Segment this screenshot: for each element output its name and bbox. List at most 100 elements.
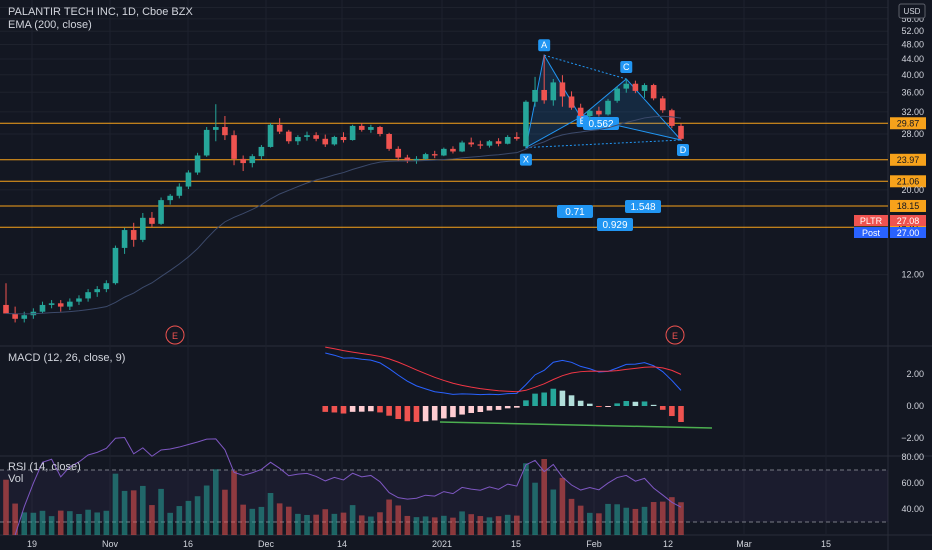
macd-histogram-bar <box>358 406 365 412</box>
earnings-marker-feb[interactable] <box>665 325 685 345</box>
pattern-point-label: A <box>541 40 547 50</box>
time-tick-label: 15 <box>821 539 831 549</box>
macd-histogram-bar <box>514 406 520 408</box>
time-tick-label: Mar <box>736 539 752 549</box>
candle-body <box>395 148 402 158</box>
post-value: 27.00 <box>897 228 920 238</box>
candle-body <box>659 98 666 111</box>
candle-body <box>130 230 137 240</box>
macd-trendline <box>439 421 713 429</box>
candle-body <box>523 101 529 147</box>
volume-bar <box>459 511 465 535</box>
volume-bar <box>358 515 365 535</box>
candle-body <box>358 125 365 130</box>
volume-bar <box>623 507 630 535</box>
volume-bar <box>504 514 511 535</box>
macd-histogram-bar <box>368 406 374 412</box>
candle-body <box>504 136 511 144</box>
candle-body <box>222 127 228 136</box>
candle-body <box>304 135 310 137</box>
macd-line <box>325 352 682 396</box>
earnings-marker-feb-label: E <box>672 331 678 341</box>
macd-histogram-bar <box>586 403 593 406</box>
rsi-pane: 80.00 60.00 40.00 <box>0 436 924 536</box>
candle-body <box>331 136 338 145</box>
pattern-point-badge <box>519 153 532 166</box>
volume-bar <box>468 514 475 535</box>
macd-histogram-bar <box>596 406 602 407</box>
time-tick-label: 16 <box>183 539 193 549</box>
volume-bar <box>267 492 274 535</box>
level-tag <box>890 175 926 188</box>
volume-bar <box>304 514 310 535</box>
pattern-xd <box>525 139 682 149</box>
volume-bar <box>550 489 557 535</box>
level-label: 18.15 <box>897 201 920 211</box>
level-tag <box>890 153 926 166</box>
macd-histogram-bar <box>632 401 639 406</box>
volume-bar <box>21 512 28 535</box>
macd-histogram-bar <box>659 406 666 410</box>
volume-bar <box>523 463 529 535</box>
level-label: 21.06 <box>897 176 920 186</box>
volume-bar <box>386 499 392 535</box>
vol-label: Vol <box>8 473 23 485</box>
volume-bar <box>532 482 538 535</box>
ticker-value-tag <box>890 215 926 226</box>
ema-label: EMA (200, close) <box>8 19 92 31</box>
candle-body <box>276 124 283 132</box>
volume-bar <box>450 517 456 535</box>
level-label: 23.97 <box>897 155 920 165</box>
volume-bar <box>295 513 301 535</box>
candle-body <box>568 96 575 108</box>
symbol-title: PALANTIR TECH INC, 1D, Cboe BZX <box>8 6 193 18</box>
volume-bar <box>258 506 265 535</box>
macd-tick-label: 2.00 <box>906 369 924 379</box>
pattern-point-badge <box>538 39 551 52</box>
candle-body <box>212 127 219 130</box>
volume-bar <box>659 501 666 535</box>
volume-bar <box>340 512 347 535</box>
level-label: 29.87 <box>897 118 920 128</box>
rsi-label: RSI (14, close) <box>8 461 81 473</box>
candle-body <box>431 154 438 156</box>
post-tag <box>854 227 888 238</box>
volume-bar <box>368 516 374 535</box>
candle-body <box>422 154 429 159</box>
candle-body <box>413 158 420 161</box>
earnings-marker-nov[interactable] <box>165 325 185 345</box>
volume-bar <box>377 512 383 535</box>
candle-body <box>3 304 9 314</box>
candle-body <box>605 100 611 115</box>
pattern-ratio-label: 0.929 <box>602 220 627 231</box>
candle-body <box>641 85 648 91</box>
volume-bar <box>632 508 639 535</box>
macd-histogram-bar <box>523 400 529 406</box>
earnings-marker-nov-label: E <box>172 331 178 341</box>
macd-histogram-bar <box>641 401 648 406</box>
macd-histogram-bar <box>349 406 356 412</box>
rsi-band <box>0 470 888 522</box>
candle-body <box>614 88 620 101</box>
macd-histogram-bar <box>678 406 684 422</box>
rsi-tick-label: 40.00 <box>901 504 924 514</box>
candle-body <box>167 195 173 201</box>
candle-body <box>57 303 64 307</box>
volume-bar <box>12 503 18 535</box>
candle-body <box>85 292 91 299</box>
macd-histogram-bar <box>413 406 420 422</box>
candle-body <box>176 186 183 196</box>
currency-badge[interactable] <box>898 3 926 19</box>
volume-bar <box>422 516 429 535</box>
macd-histogram-bar <box>450 406 456 418</box>
candle-body <box>650 85 657 99</box>
candle-body <box>349 125 356 141</box>
volume-bar <box>477 516 484 535</box>
macd-histogram-bar <box>495 406 502 410</box>
pattern-ratio-badge <box>597 218 633 231</box>
candle-body <box>240 158 246 164</box>
macd-histogram-bar <box>605 406 611 407</box>
